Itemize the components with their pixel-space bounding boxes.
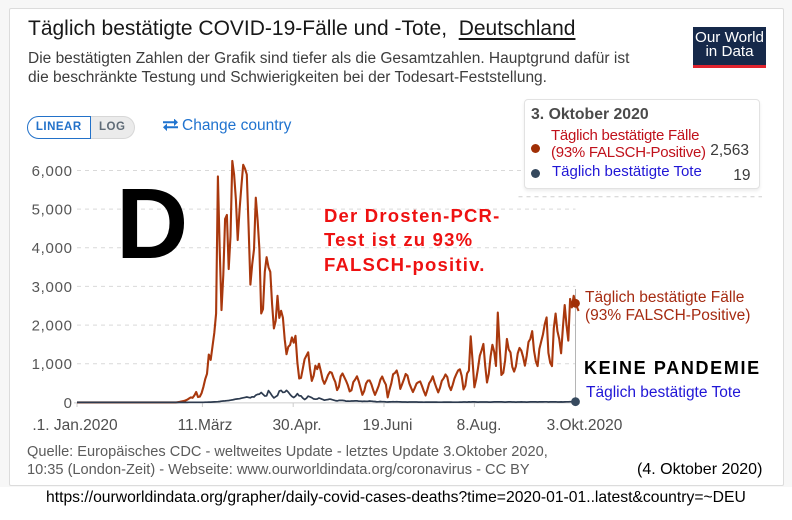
- svg-text:19.Juni: 19.Juni: [363, 417, 413, 434]
- svg-text:3,000: 3,000: [32, 279, 73, 296]
- svg-text:30.Apr.: 30.Apr.: [272, 417, 321, 434]
- svg-text:11.März: 11.März: [178, 417, 233, 434]
- svg-text:3.Okt.2020: 3.Okt.2020: [547, 417, 623, 434]
- svg-text:2,000: 2,000: [32, 318, 73, 335]
- svg-text:.1. Jan.2020: .1. Jan.2020: [32, 417, 118, 434]
- svg-text:6,000: 6,000: [32, 163, 73, 180]
- svg-text:1,000: 1,000: [32, 356, 73, 373]
- svg-text:8.Aug.: 8.Aug.: [457, 417, 502, 434]
- svg-text:0: 0: [64, 395, 73, 412]
- svg-text:5,000: 5,000: [32, 202, 73, 219]
- svg-text:4,000: 4,000: [32, 240, 73, 257]
